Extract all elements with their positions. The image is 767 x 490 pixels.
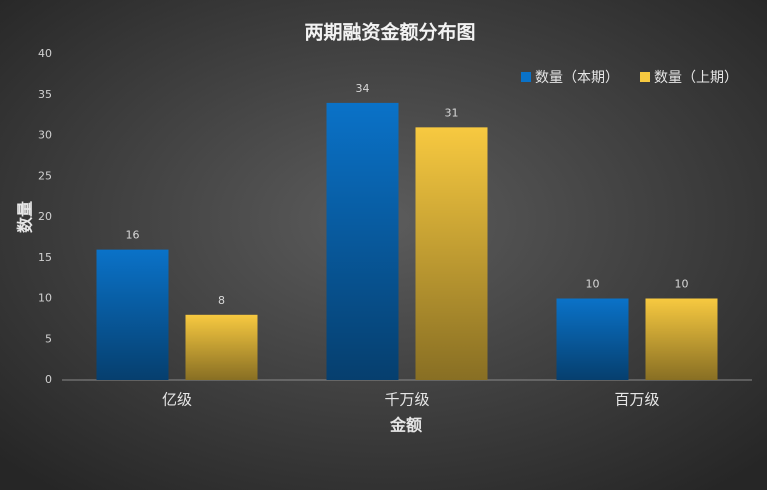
y-axis-label: 数量: [16, 201, 35, 233]
chart-title: 两期融资金额分布图: [304, 21, 475, 44]
bar-shade: [96, 249, 169, 380]
y-tick-label: 0: [45, 373, 52, 386]
x-tick-label: 千万级: [384, 391, 429, 409]
data-label: 34: [356, 82, 370, 95]
bar-shade: [556, 298, 629, 380]
x-axis-label: 金额: [389, 416, 422, 435]
x-tick-label: 百万级: [614, 391, 659, 409]
x-tick-label: 亿级: [162, 391, 192, 409]
y-tick-label: 15: [38, 251, 52, 264]
y-tick-label: 20: [38, 210, 52, 223]
y-tick-label: 35: [38, 88, 52, 101]
data-label: 31: [445, 106, 459, 119]
data-label: 10: [675, 278, 689, 291]
bar-shade: [645, 298, 718, 380]
y-tick-label: 5: [45, 332, 52, 345]
bar-shade: [415, 127, 488, 380]
y-tick-label: 10: [38, 292, 52, 305]
legend-swatch: [521, 72, 531, 82]
data-label: 8: [218, 294, 225, 307]
legend-label: 数量（上期）: [654, 70, 738, 86]
y-tick-label: 30: [38, 129, 52, 142]
legend-label: 数量（本期）: [535, 70, 619, 86]
y-tick-label: 25: [38, 169, 52, 182]
legend-swatch: [640, 72, 650, 82]
y-tick-label: 40: [38, 47, 52, 60]
data-label: 10: [586, 278, 600, 291]
data-label: 16: [126, 229, 140, 242]
bar-shade: [185, 314, 258, 380]
bar-shade: [326, 102, 399, 381]
